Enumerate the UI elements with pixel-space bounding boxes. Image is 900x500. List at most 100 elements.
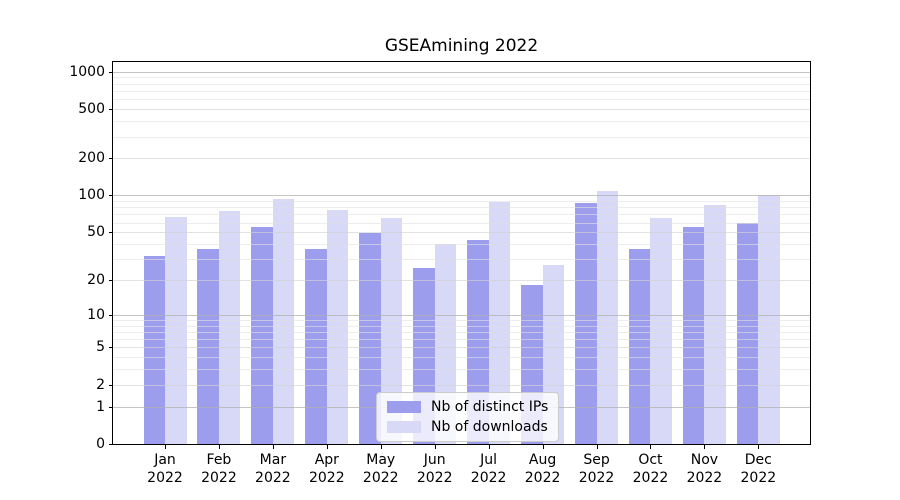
- x-tick-label-jul: Jul 2022: [470, 452, 507, 486]
- y-tick-mark: [109, 232, 113, 234]
- gridline-2: [113, 384, 810, 386]
- gridline-400: [113, 121, 810, 123]
- gridline-40: [113, 243, 810, 245]
- bar-nb-of-downloads-feb: [218, 211, 241, 444]
- gridline-6: [113, 339, 810, 341]
- legend-label: Nb of distinct IPs: [431, 399, 549, 415]
- y-tick-label-50: 50: [87, 224, 105, 241]
- x-tick-label-aug: Aug 2022: [524, 452, 561, 486]
- legend-label: Nb of downloads: [431, 419, 548, 435]
- y-tick-mark: [109, 109, 113, 111]
- y-tick-mark: [109, 347, 113, 349]
- y-tick-label-1000: 1000: [69, 63, 105, 80]
- bar-nb-of-distinct-ips-may: [359, 233, 381, 444]
- gridline-8: [113, 325, 810, 327]
- bar-nb-of-distinct-ips-apr: [305, 249, 327, 444]
- y-tick-mark: [109, 195, 113, 197]
- gridline-10: [113, 314, 810, 316]
- gridline-300: [113, 136, 810, 138]
- gridline-30: [113, 259, 810, 260]
- x-tick-label-dec: Dec 2022: [740, 452, 777, 486]
- gridline-4: [113, 357, 810, 359]
- plot-area: [112, 61, 811, 445]
- bar-nb-of-downloads-dec: [758, 195, 780, 444]
- bar-nb-of-downloads-jul: [488, 202, 511, 444]
- x-tick-mark: [434, 445, 436, 449]
- gridline-700: [113, 91, 810, 92]
- y-tick-label-5: 5: [96, 339, 105, 356]
- y-tick-mark: [109, 279, 113, 281]
- bar-nb-of-distinct-ips-dec: [736, 222, 759, 444]
- y-tick-label-20: 20: [87, 271, 105, 288]
- x-tick-label-oct: Oct 2022: [632, 452, 669, 486]
- legend: Nb of distinct IPs Nb of downloads: [376, 392, 560, 442]
- y-tick-mark: [109, 71, 113, 73]
- bar-nb-of-downloads-oct: [650, 217, 672, 444]
- gridline-500: [113, 109, 810, 111]
- x-tick-mark: [650, 445, 652, 449]
- gridline-3: [113, 369, 810, 371]
- gridline-100: [113, 195, 810, 197]
- x-tick-mark: [218, 445, 220, 449]
- gridline-600: [113, 99, 810, 101]
- x-tick-mark: [542, 445, 544, 449]
- gridline-50: [113, 232, 810, 234]
- x-tick-mark: [165, 445, 166, 449]
- gridline-7: [113, 331, 810, 333]
- x-tick-label-jan: Jan 2022: [147, 452, 183, 486]
- gridline-60: [113, 222, 810, 224]
- gridline-900: [113, 77, 810, 79]
- gridline-20: [113, 279, 810, 281]
- x-tick-label-sep: Sep 2022: [578, 452, 615, 486]
- bar-nb-of-distinct-ips-mar: [251, 227, 273, 444]
- bar-nb-of-downloads-may: [380, 217, 403, 444]
- y-tick-label-0: 0: [96, 436, 105, 452]
- gridline-1000: [113, 71, 810, 73]
- gridline-90: [113, 200, 810, 202]
- legend-item: Nb of distinct IPs: [387, 399, 548, 415]
- x-tick-mark: [758, 445, 760, 449]
- y-tick-label-2: 2: [96, 376, 105, 393]
- y-tick-mark: [109, 444, 113, 445]
- bar-nb-of-distinct-ips-feb: [197, 249, 219, 444]
- y-tick-label-200: 200: [78, 150, 105, 167]
- x-tick-mark: [488, 445, 490, 449]
- bar-nb-of-distinct-ips-nov: [682, 227, 705, 444]
- gridline-200: [113, 158, 810, 160]
- y-tick-label-10: 10: [87, 306, 105, 323]
- legend-item: Nb of downloads: [387, 419, 548, 435]
- bar-nb-of-downloads-nov: [704, 205, 726, 444]
- y-tick-mark: [109, 158, 113, 160]
- x-tick-mark: [704, 445, 706, 449]
- x-tick-mark: [272, 445, 274, 449]
- y-tick-mark: [109, 384, 113, 386]
- y-tick-label-1: 1: [96, 398, 105, 415]
- y-tick-mark: [109, 314, 113, 316]
- y-tick-mark: [109, 406, 113, 408]
- x-tick-label-apr: Apr 2022: [308, 452, 345, 486]
- gridline-70: [113, 214, 810, 216]
- x-tick-mark: [380, 445, 382, 449]
- gridline-9: [113, 319, 810, 321]
- gridline-800: [113, 83, 810, 85]
- x-tick-mark: [596, 445, 598, 449]
- bar-nb-of-distinct-ips-jan: [143, 255, 165, 444]
- gridline-5: [113, 347, 810, 349]
- x-tick-label-mar: Mar 2022: [255, 452, 291, 486]
- bar-nb-of-downloads-apr: [326, 210, 349, 444]
- legend-swatch-downloads: [387, 421, 421, 433]
- gridline-80: [113, 207, 810, 209]
- bar-nb-of-distinct-ips-sep: [575, 203, 597, 444]
- x-tick-label-jun: Jun 2022: [416, 452, 453, 486]
- y-tick-label-500: 500: [78, 101, 105, 118]
- legend-swatch-distinct-ips: [387, 401, 421, 413]
- x-tick-label-feb: Feb 2022: [201, 452, 237, 486]
- bar-nb-of-downloads-sep: [596, 191, 619, 444]
- x-tick-label-nov: Nov 2022: [686, 452, 723, 486]
- bar-nb-of-distinct-ips-oct: [628, 249, 651, 444]
- bar-nb-of-downloads-mar: [272, 198, 295, 444]
- chart-title: GSEAmining 2022: [384, 36, 539, 56]
- bar-nb-of-downloads-jan: [165, 216, 187, 444]
- x-tick-mark: [326, 445, 328, 449]
